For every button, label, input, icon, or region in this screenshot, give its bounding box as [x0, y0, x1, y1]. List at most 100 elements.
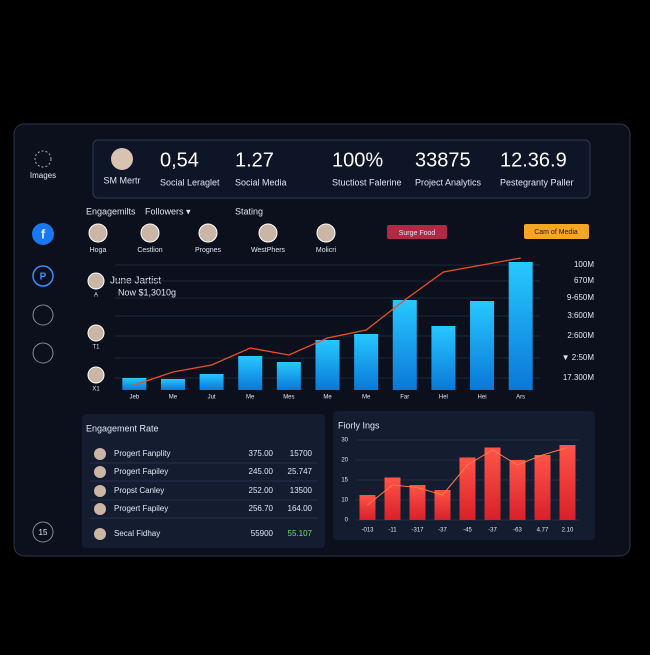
x-label: Hel: [439, 395, 448, 401]
tag-text: Surge Food: [399, 230, 436, 237]
row-value: 55.107: [288, 529, 313, 538]
facebook-icon[interactable]: [32, 223, 54, 245]
chart-avatar: [87, 272, 105, 290]
y-label: 30: [341, 438, 348, 444]
right-label: ▼ 2:50M: [562, 353, 595, 362]
x-label: Me: [169, 395, 178, 401]
trend-line: [134, 257, 521, 386]
x-label: Far: [400, 395, 409, 401]
bar: [276, 362, 301, 390]
kpi-label: Social Leraglet: [160, 177, 220, 187]
engagement-title: Engagement Rate: [86, 423, 159, 433]
person-avatar: [140, 223, 160, 243]
trend-line: [367, 447, 568, 506]
bar: [384, 477, 401, 520]
sidebar-label: Images: [30, 171, 56, 180]
bar: [359, 495, 376, 520]
x-label: Me: [246, 395, 255, 401]
right-label: 100M: [574, 260, 594, 269]
person-avatar: [316, 223, 336, 243]
x-label: Mes: [283, 395, 294, 401]
p-icon[interactable]: [32, 265, 54, 287]
followers-title: Fiorly Ings: [338, 420, 380, 430]
person-avatar: [198, 223, 218, 243]
person-name: Hoga: [90, 247, 107, 254]
row-value: 25.747: [288, 467, 313, 476]
row-name: Progert Fapiley: [114, 467, 168, 476]
profile-name: SM Mertr: [104, 175, 141, 185]
chart-avatar: [87, 324, 105, 342]
right-label: 17.300M: [563, 373, 594, 382]
person-name: WestPhers: [251, 247, 286, 254]
bar: [459, 457, 476, 520]
legend-subtitle: Now $1,3010g: [118, 287, 176, 297]
filter[interactable]: Followers ▾: [145, 206, 191, 216]
kpi-label: Social Media: [235, 177, 287, 187]
badge[interactable]: [32, 521, 54, 543]
row-value: 375.00: [249, 449, 274, 458]
kpi-label: Project Analytics: [415, 177, 482, 187]
bar: [354, 334, 379, 390]
x-label: -63: [513, 528, 522, 534]
row-value: 245.00: [249, 467, 274, 476]
bar: [534, 455, 551, 520]
x-label: 2.10: [562, 528, 574, 534]
right-label: 2:600M: [567, 331, 594, 340]
avatar: [111, 148, 133, 170]
bar: [509, 460, 526, 520]
right-label: 9-650M: [567, 293, 594, 302]
badge-text: 15: [39, 528, 48, 537]
filter[interactable]: Engagemilts: [86, 206, 136, 216]
avatar-label: T1: [92, 345, 100, 351]
person-name: Cestlion: [137, 247, 162, 254]
tag[interactable]: [524, 224, 589, 239]
bar: [238, 356, 263, 390]
bar: [431, 326, 456, 390]
row-name: Propst Canley: [114, 486, 164, 495]
kpi-value: 33875: [415, 149, 471, 171]
y-label: 0: [345, 518, 349, 524]
person-name: Prognes: [195, 247, 222, 254]
kpi-bar: [92, 139, 591, 199]
settings-icon[interactable]: [34, 150, 52, 168]
nav-icon[interactable]: [32, 342, 54, 364]
person-avatar: [258, 223, 278, 243]
x-label: -45: [463, 528, 472, 534]
row-avatar: [94, 503, 106, 515]
bar: [409, 485, 426, 520]
row-avatar: [94, 466, 106, 478]
chart-avatar: [87, 366, 105, 384]
bar: [559, 445, 576, 520]
kpi-value: 12.36.9: [500, 149, 567, 171]
bar: [392, 300, 417, 390]
bar: [434, 490, 451, 520]
right-label: 3:600M: [567, 311, 594, 320]
x-label: -37: [438, 528, 447, 534]
row-name: Progert Fanplity: [114, 449, 170, 458]
row-value: 256.70: [249, 504, 274, 513]
row-value: 164.00: [288, 504, 313, 513]
bar: [470, 301, 495, 390]
x-label: -37: [488, 528, 497, 534]
right-label: 670M: [574, 276, 594, 285]
filter[interactable]: Stating: [235, 206, 263, 216]
tag[interactable]: [387, 225, 447, 239]
avatar-label: A: [94, 293, 98, 299]
row-value: 13500: [290, 486, 313, 495]
row-name: Progert Fapiley: [114, 504, 168, 513]
icon-letter: P: [40, 272, 47, 283]
kpi-label: Stuctiost Falerine: [332, 177, 402, 187]
x-label: -317: [411, 528, 424, 534]
x-label: Jeb: [129, 395, 139, 401]
x-label: Hei: [478, 395, 487, 401]
row-avatar: [94, 448, 106, 460]
nav-icon[interactable]: [32, 304, 54, 326]
x-label: Ars: [516, 395, 525, 401]
row-avatar: [94, 528, 106, 540]
y-label: 15: [341, 478, 348, 484]
person-name: Molicri: [316, 247, 337, 254]
row-avatar: [94, 485, 106, 497]
row-value: 55900: [251, 529, 274, 538]
x-label: 4.77: [537, 528, 549, 534]
bar: [315, 340, 340, 390]
